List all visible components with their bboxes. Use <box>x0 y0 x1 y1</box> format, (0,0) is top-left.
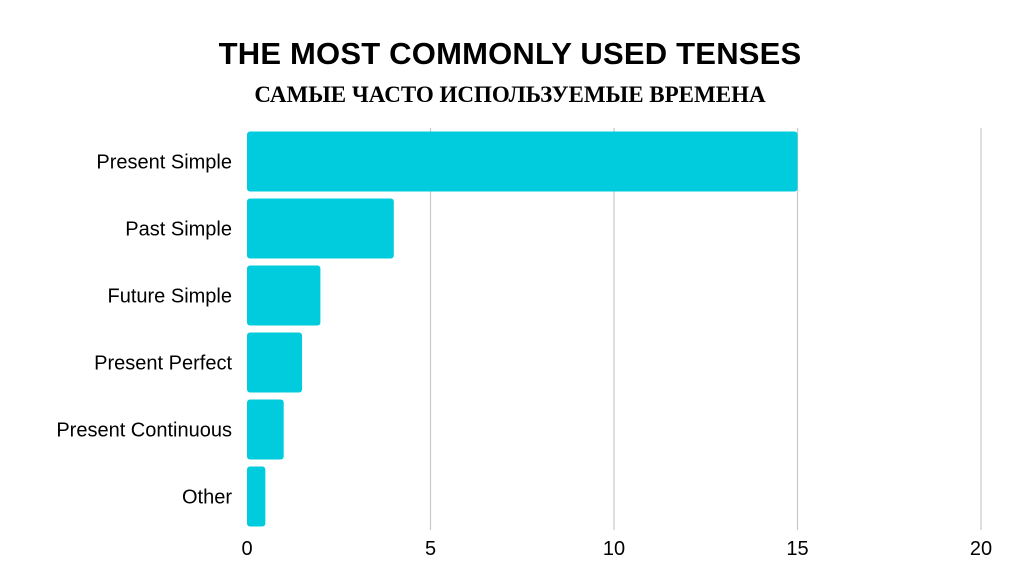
x-tick-label: 10 <box>603 538 625 560</box>
category-label: Future Simple <box>108 286 233 308</box>
bar-present-continuous <box>247 399 284 460</box>
category-labels: Present Simple Past Simple Future Simple Pr… <box>56 152 232 509</box>
bar-present-simple <box>247 131 798 192</box>
x-axis-tick-labels: 0 5 10 15 20 <box>241 538 992 560</box>
x-tick-label: 20 <box>970 538 992 560</box>
category-label: Present Simple <box>96 152 232 174</box>
x-tick-label: 15 <box>786 538 808 560</box>
chart-subtitle: САМЫЕ ЧАСТО ИСПОЛЬЗУЕМЫЕ ВРЕМЕНА <box>254 82 766 107</box>
category-label: Past Simple <box>125 219 232 241</box>
x-tick-label: 5 <box>425 538 436 560</box>
x-tick-label: 0 <box>241 538 252 560</box>
bars <box>247 131 798 527</box>
bar-other <box>247 466 266 527</box>
category-label: Present Continuous <box>56 420 232 442</box>
bar-future-simple <box>247 265 321 326</box>
category-label: Other <box>182 487 232 509</box>
bar-past-simple <box>247 198 394 259</box>
chart-title: THE MOST COMMONLY USED TENSES <box>218 36 802 71</box>
gridlines <box>429 128 982 530</box>
bar-present-perfect <box>247 332 303 393</box>
category-label: Present Perfect <box>94 353 232 375</box>
